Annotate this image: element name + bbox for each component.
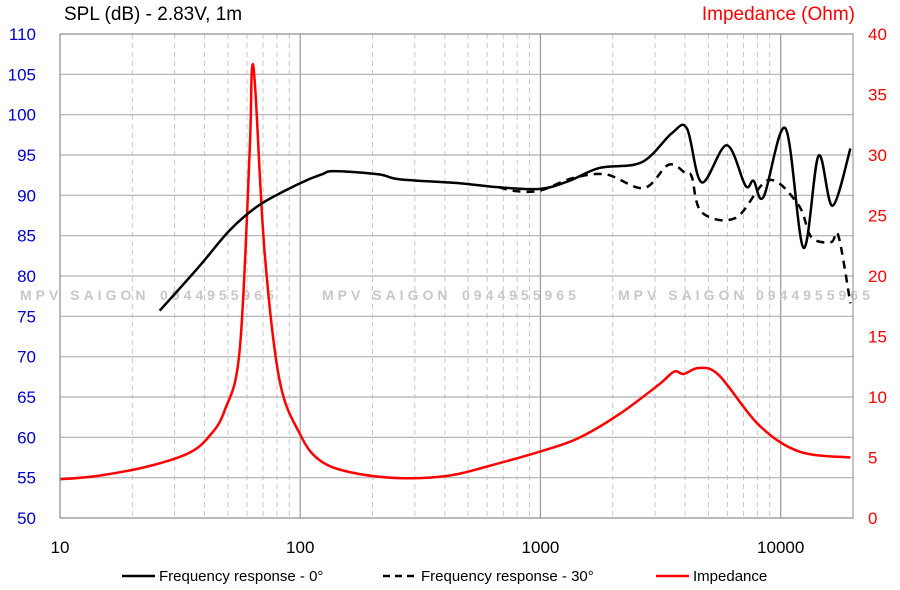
watermark-text: 0944955965 <box>462 287 580 303</box>
watermark-text: 0944955965 <box>756 287 874 303</box>
right-tick-label: 10 <box>868 388 887 407</box>
left-tick-label: 105 <box>8 65 36 84</box>
left-tick-label: 50 <box>17 509 36 528</box>
legend-label-0deg: Frequency response - 0° <box>159 568 323 585</box>
series-line-impedance <box>59 62 851 481</box>
left-tick-label: 85 <box>17 227 36 246</box>
series-line-frequency-response-30 <box>498 163 852 304</box>
left-tick-label: 55 <box>17 469 36 488</box>
legend-label-impedance: Impedance <box>693 568 767 585</box>
left-tick-label: 100 <box>8 106 36 125</box>
left-axis-title: SPL (dB) - 2.83V, 1m <box>64 4 242 25</box>
x-tick-label: 1000 <box>522 538 560 557</box>
legend-label-30deg: Frequency response - 30° <box>421 568 594 585</box>
right-tick-label: 15 <box>868 328 887 347</box>
right-tick-label: 30 <box>868 146 887 165</box>
left-tick-label: 60 <box>17 428 36 447</box>
left-tick-label: 80 <box>17 267 36 286</box>
watermark-text: 0944955965 <box>160 287 278 303</box>
ticks: 50 55 60 65 70 75 80 85 90 95 100 105 110 0 5 10 15 20 25 3… <box>8 25 887 557</box>
grid <box>59 33 854 519</box>
right-tick-label: 20 <box>868 267 887 286</box>
watermark-text: MPV SAIGON <box>618 287 747 303</box>
left-tick-label: 65 <box>17 388 36 407</box>
series <box>59 62 852 481</box>
left-tick-label: 90 <box>17 186 36 205</box>
right-tick-label: 25 <box>868 207 887 226</box>
watermark-text: MPV SAIGON <box>20 287 149 303</box>
x-tick-label: 10000 <box>757 538 804 557</box>
left-tick-label: 110 <box>9 25 36 44</box>
left-tick-label: 75 <box>17 307 36 326</box>
right-tick-label: 0 <box>868 509 877 528</box>
watermarks: MPV SAIGON 0944955965 MPV SAIGON 0944955965… <box>20 287 874 303</box>
legend: Frequency response - 0° Frequency respon… <box>122 568 767 585</box>
x-tick-label: 100 <box>286 538 314 557</box>
plot-frame <box>59 33 854 519</box>
right-axis-title: Impedance (Ohm) <box>702 4 855 25</box>
left-tick-label: 95 <box>17 146 36 165</box>
watermark-text: MPV SAIGON <box>322 287 451 303</box>
right-tick-label: 40 <box>868 25 887 44</box>
right-tick-label: 5 <box>868 449 877 468</box>
x-tick-label: 10 <box>51 538 70 557</box>
right-tick-label: 35 <box>868 86 887 105</box>
series-line-frequency-response-0 <box>158 123 852 312</box>
left-tick-label: 70 <box>17 348 36 367</box>
